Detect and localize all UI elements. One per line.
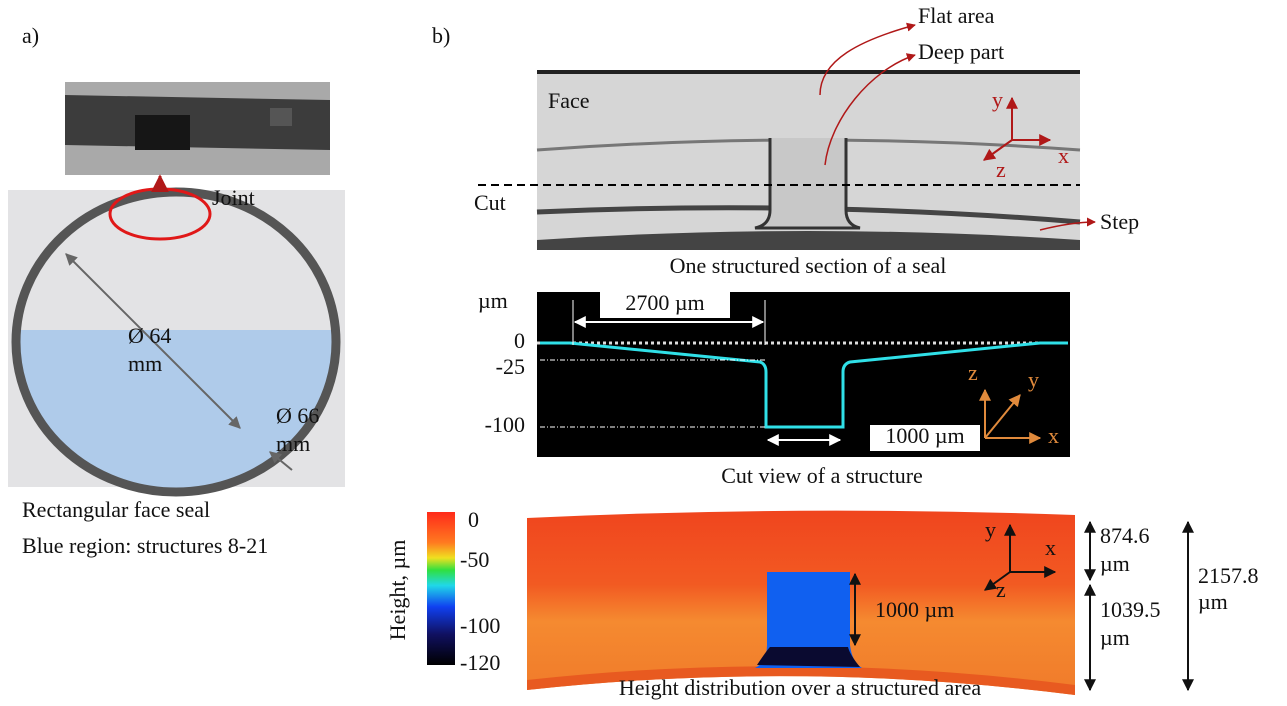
tick-label: 0 (514, 328, 525, 353)
panel-b-section: b) Flat area Deep part Face Cut Step y x… (432, 3, 1139, 278)
step-band (527, 666, 1075, 695)
dim-label: 2157.8 (1198, 563, 1259, 588)
deep-arrow (824, 53, 916, 166)
caption: Rectangular face seal (22, 497, 210, 522)
length-label: 2700 µm (625, 290, 704, 315)
deep-part (755, 572, 862, 668)
panel-label: a) (22, 23, 39, 48)
axis-label: z (996, 157, 1006, 182)
dim-label: µm (1100, 625, 1130, 650)
step-arrow (1039, 217, 1096, 231)
axis-label: x (1048, 423, 1059, 448)
caption: Blue region: structures 8-21 (22, 533, 268, 558)
panel-b-height: Height, µm 0 -50 -100 -120 1000 µm y x z… (385, 507, 1258, 700)
axis (984, 394, 1021, 439)
seal-ring (11, 187, 341, 497)
outer-arrow (269, 451, 293, 471)
deep-part-label: Deep part (918, 39, 1004, 64)
dim-label: 874.6 (1100, 523, 1150, 548)
axes: y x z (983, 87, 1069, 182)
flat-arrow (819, 22, 916, 96)
caption: Height distribution over a structured ar… (619, 675, 982, 700)
inner-diameter-unit: mm (128, 351, 162, 376)
edge (537, 70, 1080, 74)
joint-notch (270, 108, 292, 126)
unit-label: µm (478, 288, 508, 313)
colorbar-tick: 0 (468, 507, 479, 532)
axis (984, 571, 1011, 591)
outer-diameter: Ø 66 (276, 403, 319, 428)
diameter-arrow (65, 253, 241, 429)
bottom-edge (537, 231, 1080, 250)
colorbar-tick: -50 (460, 547, 489, 572)
outer-diameter-unit: mm (276, 431, 310, 456)
colorbar-tick: -100 (460, 613, 500, 638)
dim-label: µm (1100, 551, 1130, 576)
axis-label: x (1058, 143, 1069, 168)
label-bg (600, 292, 730, 318)
width-label: 1000 µm (875, 597, 954, 622)
cut-label: Cut (474, 190, 506, 215)
dim-label: 1039.5 (1100, 597, 1161, 622)
axis-label: y (985, 517, 996, 542)
deep-edge (757, 647, 860, 667)
flat-area-label: Flat area (918, 3, 995, 28)
joint-label: Joint (212, 185, 255, 210)
tick-label: -25 (496, 354, 525, 379)
panel-b-cut: µm 0 -25 -100 2700 µm 1000 µm z y x Cut … (478, 288, 1070, 488)
face-label: Face (548, 88, 590, 113)
step-label: Step (1100, 209, 1139, 234)
axis-label: y (1028, 367, 1039, 392)
deep-part (754, 138, 861, 230)
profile (540, 341, 1068, 429)
colorbar (427, 512, 455, 665)
joint-gap (135, 115, 190, 150)
width-label: 1000 µm (885, 423, 964, 448)
panel-a: a) Joint Ø 64 mm Ø 66 mm Rectangular fac… (8, 23, 345, 558)
colorbar-tick: -120 (460, 650, 500, 675)
inner-diameter: Ø 64 (128, 323, 171, 348)
caption: One structured section of a seal (670, 253, 947, 278)
caption: Cut view of a structure (721, 463, 923, 488)
axis-label: y (992, 87, 1003, 112)
axis-label: x (1045, 535, 1056, 560)
colorbar-label: Height, µm (385, 540, 410, 641)
dim-label: µm (1198, 589, 1228, 614)
joint-ring (65, 95, 330, 150)
tick-label: -100 (485, 412, 525, 437)
label-bg (870, 425, 980, 451)
axis-label: z (968, 360, 978, 385)
axis-label: z (996, 577, 1006, 602)
panel-label: b) (432, 23, 450, 48)
axis (983, 139, 1013, 161)
